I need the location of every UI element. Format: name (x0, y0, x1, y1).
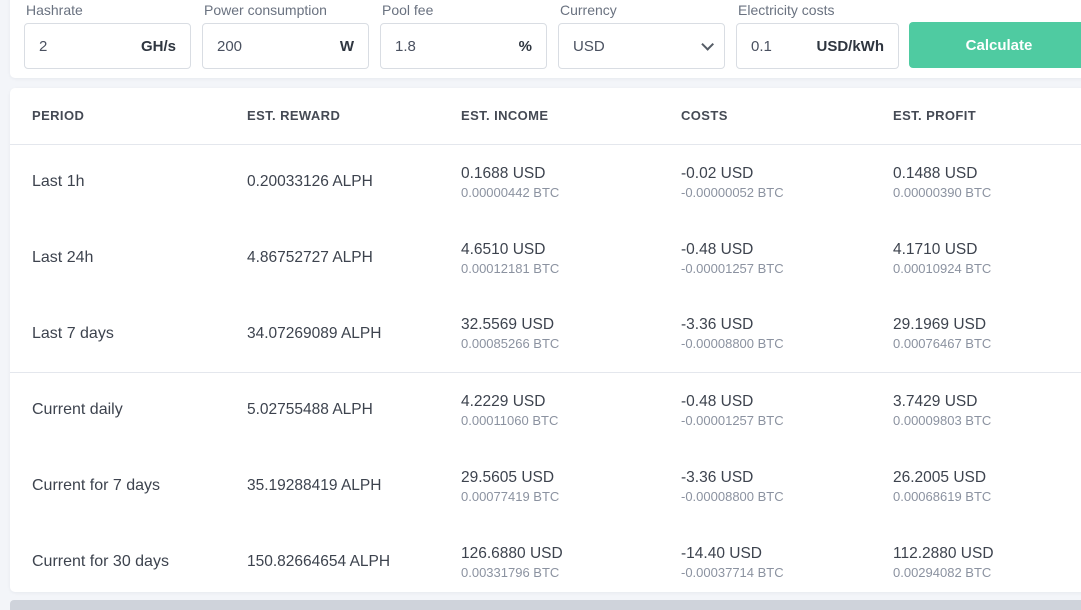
costs-btc: -0.00001257 BTC (681, 260, 784, 276)
hashrate-input[interactable] (39, 37, 133, 55)
table-row: Current daily 5.02755488 ALPH 4.2229 USD… (10, 371, 1081, 448)
power-input-box: W (202, 23, 369, 69)
costs-btc: -0.00037714 BTC (681, 564, 784, 580)
currency-field-group: Currency USD (558, 2, 725, 69)
reward-value: 4.86752727 ALPH (247, 249, 373, 266)
income-btc: 0.00331796 BTC (461, 564, 560, 580)
pool-fee-field-group: Pool fee % (380, 2, 547, 69)
table-row: Last 1h 0.20033126 ALPH 0.1688 USD 0.0000… (10, 144, 1081, 220)
costs-fiat: -3.36 USD (681, 468, 754, 486)
pool-fee-unit: % (518, 37, 532, 55)
electricity-input[interactable] (751, 37, 809, 55)
costs-fiat: -14.40 USD (681, 544, 762, 562)
electricity-field-group: Electricity costs USD/kWh (736, 2, 899, 69)
income-fiat: 126.6880 USD (461, 544, 563, 562)
profit-fiat: 112.2880 USD (893, 544, 994, 562)
profit-fiat: 3.7429 USD (893, 392, 978, 410)
profit-btc: 0.00294082 BTC (893, 564, 992, 580)
hashrate-label: Hashrate (26, 2, 83, 18)
pool-fee-input[interactable] (395, 37, 511, 55)
income-fiat: 4.2229 USD (461, 392, 546, 410)
reward-value: 150.82664654 ALPH (247, 553, 391, 570)
period-value: Current for 30 days (32, 553, 169, 570)
header-costs: COSTS (659, 88, 871, 145)
calculator-form: Hashrate GH/s Power consumption W Pool f… (10, 0, 1081, 78)
income-btc: 0.00011060 BTC (461, 412, 559, 428)
power-label: Power consumption (204, 2, 327, 18)
income-btc: 0.00012181 BTC (461, 260, 560, 276)
hashrate-field-group: Hashrate GH/s (24, 2, 191, 69)
table-row: Current for 30 days 150.82664654 ALPH 12… (10, 524, 1081, 592)
power-unit: W (339, 37, 354, 55)
costs-btc: -0.00008800 BTC (681, 488, 784, 504)
costs-fiat: -0.48 USD (681, 392, 754, 410)
income-fiat: 29.5605 USD (461, 468, 555, 486)
results-card: PERIOD EST. REWARD EST. INCOME COSTS EST… (10, 88, 1081, 592)
profit-fiat: 29.1969 USD (893, 316, 987, 334)
currency-select[interactable]: USD (558, 23, 725, 69)
header-est-income: EST. INCOME (439, 88, 659, 145)
currency-selected-value: USD (573, 37, 605, 55)
table-row: Current for 7 days 35.19288419 ALPH 29.5… (10, 448, 1081, 524)
profit-fiat: 0.1488 USD (893, 164, 978, 182)
results-table: PERIOD EST. REWARD EST. INCOME COSTS EST… (10, 88, 1081, 592)
costs-fiat: -0.48 USD (681, 240, 754, 258)
costs-btc: -0.00001257 BTC (681, 412, 784, 428)
income-btc: 0.00000442 BTC (461, 184, 560, 200)
header-est-profit: EST. PROFIT (871, 88, 1081, 145)
profit-btc: 0.00009803 BTC (893, 412, 992, 428)
profit-fiat: 4.1710 USD (893, 240, 978, 258)
electricity-label: Electricity costs (738, 2, 835, 18)
table-row: Last 24h 4.86752727 ALPH 4.6510 USD 0.000… (10, 220, 1081, 296)
costs-btc: -0.00008800 BTC (681, 336, 784, 352)
currency-label: Currency (560, 2, 617, 18)
reward-value: 5.02755488 ALPH (225, 371, 439, 448)
profit-btc: 0.00000390 BTC (893, 184, 992, 200)
next-section-top-edge (10, 600, 1081, 610)
electricity-unit: USD/kWh (816, 37, 885, 55)
income-fiat: 0.1688 USD (461, 164, 546, 182)
profit-btc: 0.00010924 BTC (893, 260, 992, 276)
profit-btc: 0.00076467 BTC (893, 336, 992, 352)
period-value: Current daily (10, 371, 225, 448)
costs-fiat: -3.36 USD (681, 316, 754, 334)
pool-fee-input-box: % (380, 23, 547, 69)
chevron-down-icon (701, 37, 714, 51)
income-btc: 0.00077419 BTC (461, 488, 560, 504)
reward-value: 34.07269089 ALPH (247, 324, 382, 342)
profit-fiat: 26.2005 USD (893, 468, 987, 486)
period-value: Current for 7 days (32, 477, 161, 494)
calculate-button[interactable]: Calculate (909, 22, 1081, 68)
income-btc: 0.00085266 BTC (461, 336, 560, 352)
period-value: Last 24h (32, 249, 94, 266)
power-field-group: Power consumption W (202, 2, 369, 69)
power-input[interactable] (217, 37, 332, 55)
electricity-input-box: USD/kWh (736, 23, 899, 69)
pool-fee-label: Pool fee (382, 2, 434, 18)
reward-value: 35.19288419 ALPH (247, 477, 382, 494)
period-value: Last 1h (32, 173, 85, 191)
profit-btc: 0.00068619 BTC (893, 488, 992, 504)
table-row: Last 7 days 34.07269089 ALPH 32.5569 USD… (10, 296, 1081, 372)
income-fiat: 32.5569 USD (461, 316, 555, 334)
costs-fiat: -0.02 USD (681, 164, 754, 182)
costs-btc: -0.00000052 BTC (681, 184, 784, 200)
header-period: PERIOD (10, 88, 225, 145)
hashrate-unit: GH/s (140, 37, 176, 55)
reward-value: 0.20033126 ALPH (247, 173, 373, 191)
period-value: Last 7 days (32, 324, 114, 342)
income-fiat: 4.6510 USD (461, 240, 546, 258)
hashrate-input-box: GH/s (24, 23, 191, 69)
table-header-row: PERIOD EST. REWARD EST. INCOME COSTS EST… (10, 88, 1081, 145)
header-est-reward: EST. REWARD (225, 88, 439, 145)
